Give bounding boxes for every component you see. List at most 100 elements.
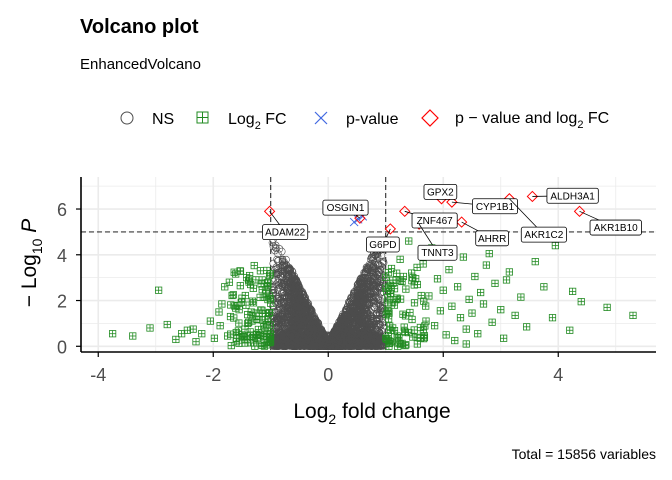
fc-point	[261, 324, 269, 332]
ns-point	[310, 335, 318, 343]
fc-point	[442, 331, 450, 339]
ns-point	[278, 247, 286, 256]
fc-point	[163, 320, 171, 329]
ns-point	[370, 321, 378, 329]
ns-point	[280, 298, 288, 306]
ns-point	[373, 270, 382, 278]
ns-point	[359, 299, 367, 308]
ns-point	[277, 279, 285, 287]
fc-point	[155, 286, 163, 294]
ns-point	[355, 304, 364, 312]
ns-point	[338, 338, 347, 346]
ns-point	[284, 304, 292, 312]
ns-point	[373, 274, 381, 283]
fc-point	[410, 299, 419, 307]
fc-point	[218, 300, 226, 308]
ns-point	[358, 303, 366, 311]
ns-point	[372, 268, 380, 277]
ns-point	[357, 317, 366, 325]
fc-point	[629, 311, 637, 319]
ns-point	[357, 279, 366, 287]
gene-label-box	[475, 230, 509, 247]
ns-point	[288, 276, 296, 284]
fc-point	[399, 310, 407, 318]
fc-point	[248, 297, 257, 305]
significant-point	[526, 190, 539, 203]
ns-point	[353, 308, 361, 317]
fc-point	[485, 250, 493, 258]
ns-point	[361, 304, 369, 312]
fc-point	[172, 335, 180, 344]
gene-labels: ADAM22 OSGIN1 G6PD ZNF467 TNNT3 GPX2 CYP1B1 AHR…	[262, 183, 642, 261]
fc-point	[394, 342, 402, 350]
fc-point	[250, 261, 258, 270]
ns-point	[310, 342, 319, 350]
fc-point	[383, 335, 391, 343]
ns-point	[320, 331, 328, 339]
ns-point	[292, 307, 300, 315]
x-axis-label: Log2 fold change	[293, 400, 450, 427]
ns-point	[365, 332, 373, 341]
ns-point	[330, 341, 338, 349]
ns-point	[380, 321, 388, 330]
fc-point	[468, 309, 476, 317]
fc-point	[262, 320, 271, 329]
fc-point	[462, 340, 470, 348]
ns-point	[295, 322, 304, 330]
fc-point	[192, 338, 200, 346]
fc-point	[465, 295, 473, 303]
ns-point	[275, 298, 283, 307]
ns-point	[286, 289, 294, 297]
fc-point	[266, 339, 274, 347]
fc-point	[471, 272, 479, 281]
ns-point	[316, 341, 325, 349]
fc-point	[230, 314, 238, 322]
ns-point	[284, 341, 293, 349]
ns-point	[294, 318, 303, 326]
ns-point	[347, 312, 355, 320]
fc-point	[215, 308, 223, 316]
gene-label-box	[262, 224, 309, 241]
fc-point	[216, 322, 224, 330]
fc-point	[227, 330, 235, 338]
x-tick-label: -2	[205, 365, 221, 385]
fc-point	[266, 308, 274, 317]
ns-point	[310, 336, 319, 344]
fc-point	[422, 302, 430, 310]
fc-point	[396, 255, 404, 263]
fc-point	[474, 330, 482, 338]
fc-point	[129, 332, 137, 340]
ns-point	[366, 283, 374, 292]
fc-point	[410, 326, 418, 334]
ns-point	[357, 281, 366, 289]
legend-both-icon	[421, 109, 439, 127]
fc-point	[256, 331, 265, 339]
ns-point	[303, 299, 312, 307]
fc-points	[109, 237, 637, 350]
ns-point	[357, 285, 365, 293]
fc-point	[235, 319, 243, 327]
ns-point	[350, 323, 358, 331]
ns-point	[285, 266, 293, 275]
ns-point	[291, 295, 299, 303]
fc-point	[225, 278, 233, 286]
ns-point	[277, 324, 285, 332]
ns-point	[274, 250, 282, 258]
ns-point	[360, 277, 368, 286]
ns-point	[285, 315, 294, 324]
ns-point	[335, 336, 343, 344]
ns-point	[307, 306, 315, 314]
fc-point	[569, 287, 577, 295]
ns-point	[281, 331, 289, 339]
gene-label: GPX2	[427, 187, 454, 198]
ns-point	[360, 335, 369, 344]
fc-point	[210, 334, 218, 342]
ns-point	[341, 310, 350, 319]
fc-point	[383, 287, 391, 295]
fc-point	[387, 289, 395, 297]
fc-point	[454, 283, 462, 291]
ns-point	[288, 271, 296, 279]
fc-point	[382, 310, 390, 318]
fc-point	[206, 317, 214, 325]
ns-point	[333, 322, 341, 330]
